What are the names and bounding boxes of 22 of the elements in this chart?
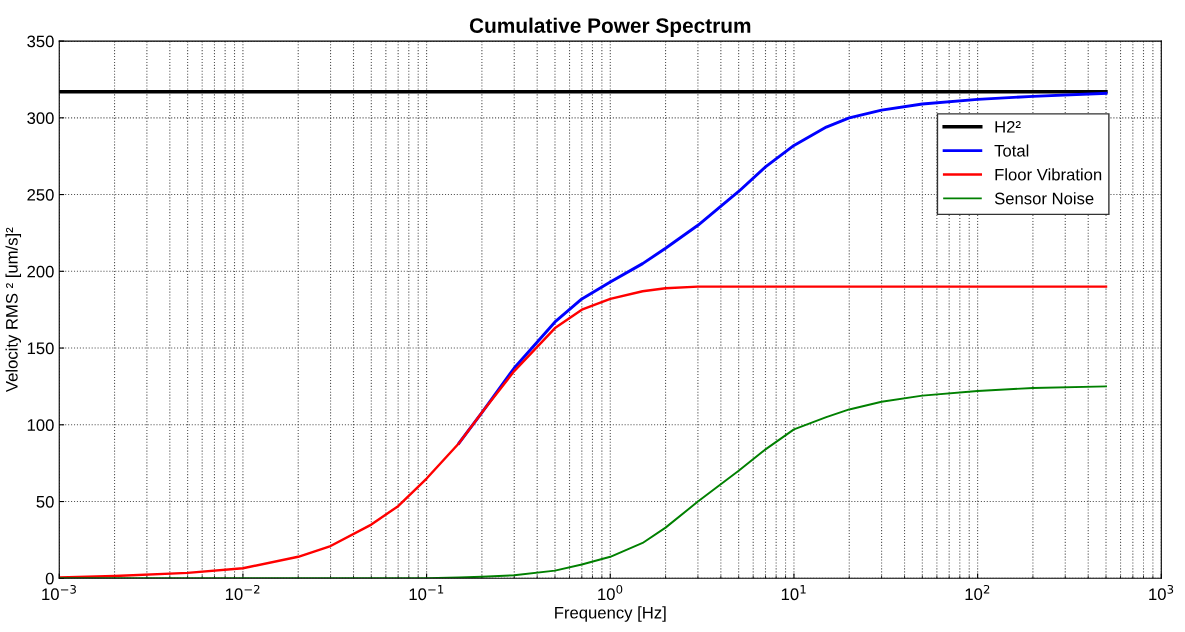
- x-tick-label: 10$^{3}$: [1149, 584, 1174, 601]
- y-tick-label: 50: [36, 495, 54, 508]
- y-tick-label: 300: [27, 112, 54, 125]
- y-tick-label: 200: [27, 265, 54, 278]
- x-tick-label: 10$^{0}$: [598, 584, 623, 601]
- y-tick-label: 350: [27, 35, 54, 48]
- legend-label: Floor Vibration: [995, 168, 1102, 181]
- legend-label: Sensor Noise: [994, 192, 1094, 205]
- x-tick-label: 10$^{−1}$: [409, 585, 444, 601]
- y-tick-label: 0: [45, 572, 54, 585]
- x-axis-title: Frequency [Hz]: [555, 606, 666, 622]
- y-tick-label: 100: [27, 419, 54, 431]
- y-axis-title: Velocity RMS ² [um/s]²: [5, 227, 22, 393]
- x-tick-label: 10$^{−2}$: [225, 584, 260, 601]
- x-tick-label: 10$^{1}$: [781, 585, 806, 601]
- x-tick-label: 10$^{2}$: [965, 584, 990, 601]
- y-tick-label: 250: [27, 188, 54, 201]
- legend-label: Total: [994, 144, 1029, 157]
- y-tick-label: 150: [27, 342, 54, 355]
- legend-label: H2²: [995, 120, 1021, 133]
- x-tick-label: 10$^{−3}$: [42, 584, 76, 601]
- chart-title: Cumulative Power Spectrum: [469, 17, 751, 38]
